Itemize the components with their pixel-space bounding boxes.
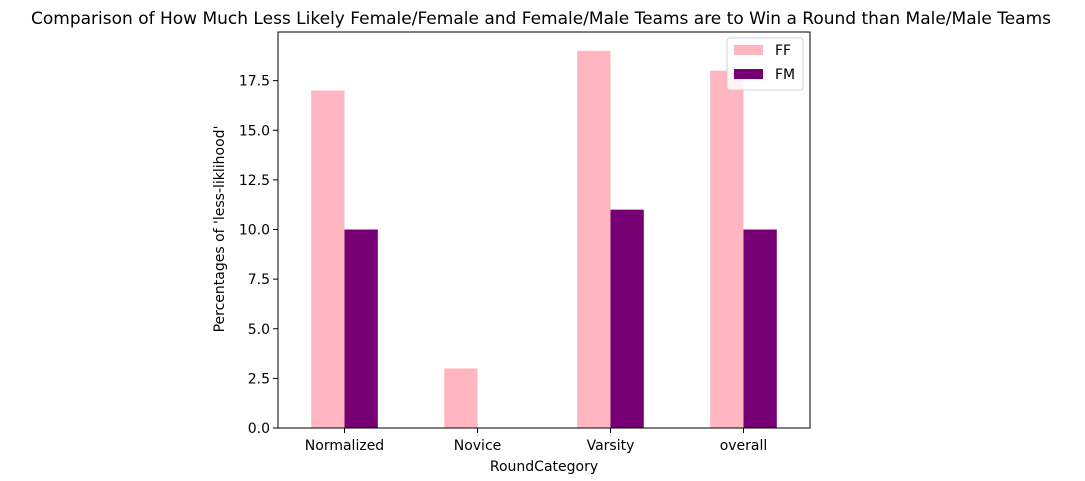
legend-swatch-ff (734, 45, 763, 55)
bar-ff-normalized (311, 90, 345, 428)
legend: FF FM (726, 37, 804, 91)
x-tick-label: Novice (454, 438, 502, 454)
x-tick-label: Varsity (587, 438, 635, 454)
y-axis-label: Percentages of 'less-liklihood' (212, 126, 228, 333)
y-tick-label: 7.5 (248, 272, 270, 288)
y-tick-label: 2.5 (248, 371, 270, 387)
legend-label-fm: FM (775, 67, 795, 83)
x-axis-label: RoundCategory (490, 459, 598, 475)
bar-fm-overall (743, 229, 777, 428)
y-tick-label: 0.0 (248, 421, 270, 437)
bar-ff-novice (444, 368, 478, 428)
y-tick-label: 5.0 (248, 322, 270, 338)
legend-label-ff: FF (775, 43, 791, 59)
bar-ff-overall (710, 70, 744, 429)
y-tick-label: 17.5 (239, 74, 270, 90)
legend-swatch-fm (734, 69, 763, 79)
x-tick-label: overall (720, 438, 768, 454)
x-axis: Normalized Novice Varsity overall (305, 428, 767, 454)
x-tick-label: Normalized (305, 438, 384, 454)
bar-fm-normalized (344, 229, 378, 428)
chart-title: Comparison of How Much Less Likely Femal… (31, 9, 1051, 29)
y-axis: 0.0 2.5 5.0 7.5 10.0 12.5 15.0 17.5 (239, 74, 278, 437)
y-tick-label: 12.5 (239, 173, 270, 189)
bars-group (311, 50, 777, 429)
y-tick-label: 15.0 (239, 123, 270, 139)
plot-frame (277, 31, 811, 429)
y-tick-label: 10.0 (239, 223, 270, 239)
bar-fm-varsity (610, 209, 644, 428)
bar-ff-varsity (577, 50, 611, 428)
